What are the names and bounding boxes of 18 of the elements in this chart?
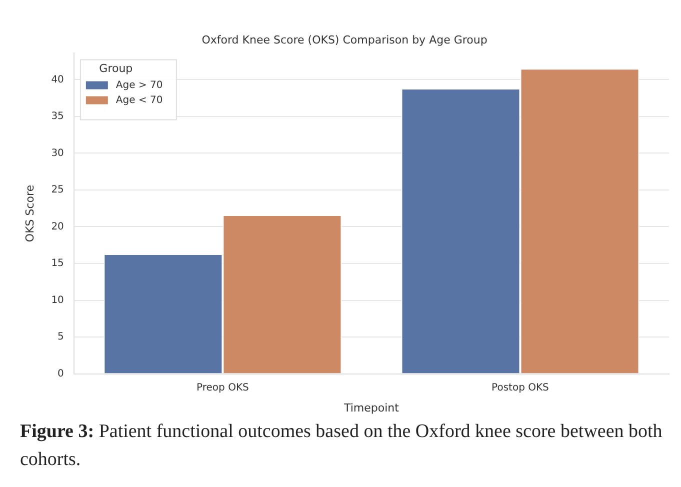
y-tick-label: 10: [51, 294, 64, 306]
x-tick-label: Preop OKS: [196, 382, 249, 394]
y-tick-label: 30: [51, 148, 64, 159]
y-tick-label: 15: [51, 258, 64, 270]
x-tick-label: Postop OKS: [492, 382, 549, 394]
chart-title: Oxford Knee Score (OKS) Comparison by Age Group: [202, 33, 488, 46]
y-tick-label: 5: [58, 332, 64, 343]
y-tick-label: 25: [51, 184, 64, 196]
legend-title: Group: [99, 62, 133, 76]
y-tick-label: 20: [51, 221, 64, 232]
x-axis-title: Timepoint: [342, 401, 400, 414]
y-tick-label: 40: [51, 74, 64, 86]
y-tick-label: 35: [51, 111, 64, 122]
legend-label: Age < 70: [116, 94, 163, 106]
y-tick-label: 0: [58, 368, 64, 380]
legend-label: Age > 70: [116, 80, 163, 91]
y-axis-title: OKS Score: [23, 184, 36, 242]
caption: Figure 3: Patient functional outcomes based on the Oxford knee score between both cohorts.: [20, 420, 664, 472]
